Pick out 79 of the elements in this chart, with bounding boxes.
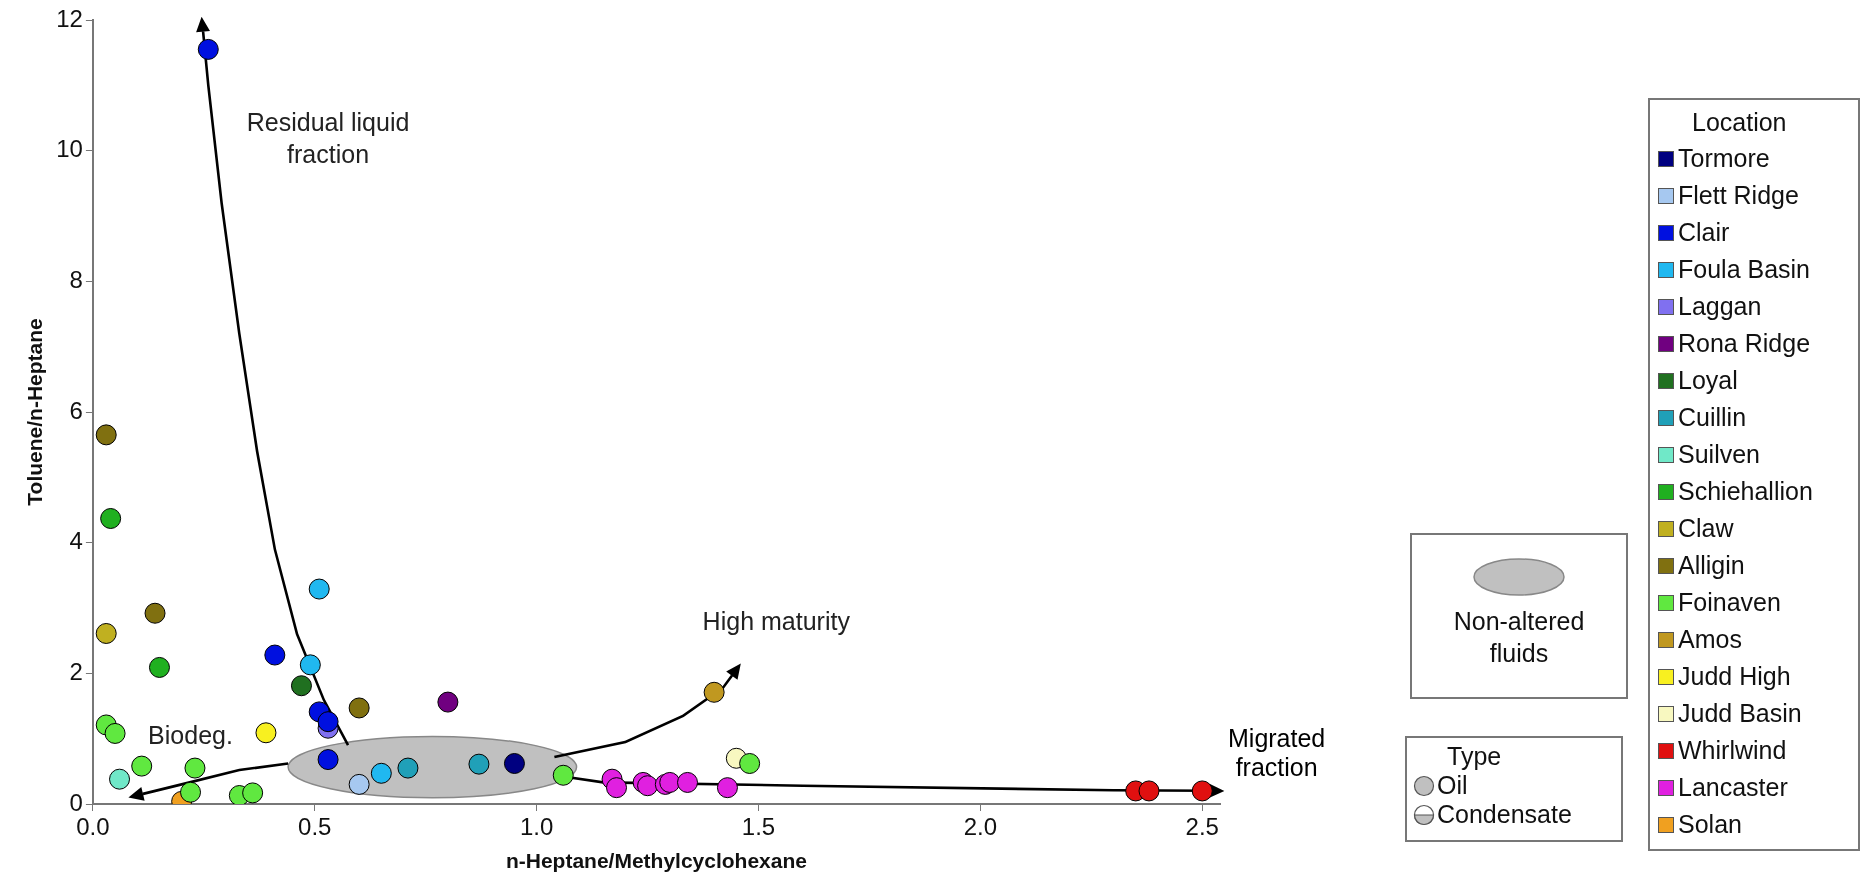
- y-tick-label: 8: [69, 265, 83, 293]
- legend-label: Foinaven: [1678, 587, 1781, 618]
- legend-label: Amos: [1678, 624, 1742, 655]
- x-tick-label: 1.5: [741, 813, 776, 841]
- point: [1138, 780, 1160, 802]
- point: [180, 781, 202, 803]
- point: [308, 578, 330, 600]
- legend-label: Laggan: [1678, 291, 1762, 322]
- point: [242, 782, 264, 804]
- legend-label: Schiehallion: [1678, 476, 1813, 507]
- point: [109, 768, 131, 790]
- x-tick-label: 2.0: [963, 813, 998, 841]
- annotation: High maturity: [702, 606, 850, 638]
- legend-label: Lancaster: [1678, 772, 1788, 803]
- y-tick-label: 6: [69, 396, 83, 424]
- legend-label: Judd High: [1678, 661, 1791, 692]
- point: [100, 507, 122, 529]
- legend-label: Whirlwind: [1678, 735, 1787, 766]
- point: [348, 697, 370, 719]
- point: [677, 771, 699, 793]
- point: [299, 654, 321, 676]
- point: [659, 771, 681, 793]
- legend-label: Tormore: [1678, 143, 1770, 174]
- legend-label: Claw: [1678, 513, 1734, 544]
- text: Condensate: [1437, 800, 1572, 829]
- point: [437, 691, 459, 713]
- point: [716, 777, 738, 799]
- x-tick-label: 0.5: [298, 813, 332, 841]
- point: [197, 38, 219, 60]
- point: [552, 764, 574, 786]
- y-tick-label: 2: [69, 657, 83, 685]
- point: [317, 749, 339, 771]
- point: [317, 711, 339, 733]
- legend-label: Loyal: [1678, 365, 1738, 396]
- text: Non-altered fluids: [1452, 606, 1586, 669]
- point: [255, 722, 277, 744]
- point: [95, 424, 117, 446]
- point: [503, 752, 525, 774]
- y-tick-label: 12: [56, 4, 83, 32]
- legend-label: Solan: [1678, 809, 1742, 840]
- point: [144, 602, 166, 624]
- point: [148, 656, 170, 678]
- point: [397, 757, 419, 779]
- legend-title: Location: [1691, 107, 1788, 138]
- y-tick-label: 4: [69, 527, 83, 555]
- legend-label: Foula Basin: [1678, 254, 1811, 285]
- legend-label: Suilven: [1678, 439, 1760, 470]
- legend-label: Alligin: [1678, 550, 1745, 581]
- point: [703, 681, 725, 703]
- legend-label: Cuillin: [1678, 402, 1747, 433]
- annotation: Biodeg.: [148, 719, 233, 751]
- point: [739, 752, 761, 774]
- point: [131, 755, 153, 777]
- x-axis-title: n-Heptane/Methylcyclohexane: [505, 849, 807, 873]
- point: [370, 762, 392, 784]
- point: [606, 777, 628, 799]
- legend-label: Rona Ridge: [1678, 328, 1811, 359]
- point: [468, 753, 490, 775]
- point: [348, 773, 370, 795]
- text: Oil: [1437, 771, 1468, 800]
- y-tick-label: 0: [69, 788, 83, 816]
- point: [637, 775, 659, 797]
- text: Type: [1446, 742, 1503, 771]
- legend-label: Judd Basin: [1678, 698, 1802, 729]
- text: Migrated fraction: [1228, 724, 1326, 782]
- y-axis-title: Toluene/n-Heptane: [23, 318, 47, 506]
- y-tick-label: 10: [56, 135, 83, 163]
- point: [290, 675, 312, 697]
- x-tick-label: 2.5: [1185, 813, 1219, 841]
- legend-label: Flett Ridge: [1678, 180, 1799, 211]
- point: [104, 722, 126, 744]
- legend-label: Clair: [1678, 217, 1730, 248]
- point: [264, 644, 286, 666]
- x-tick-label: 0.0: [76, 813, 110, 841]
- x-tick-label: 1.0: [519, 813, 554, 841]
- point: [184, 757, 206, 779]
- point: [95, 622, 117, 644]
- point: [1191, 780, 1213, 802]
- annotation: Residual liquid fraction: [246, 106, 410, 170]
